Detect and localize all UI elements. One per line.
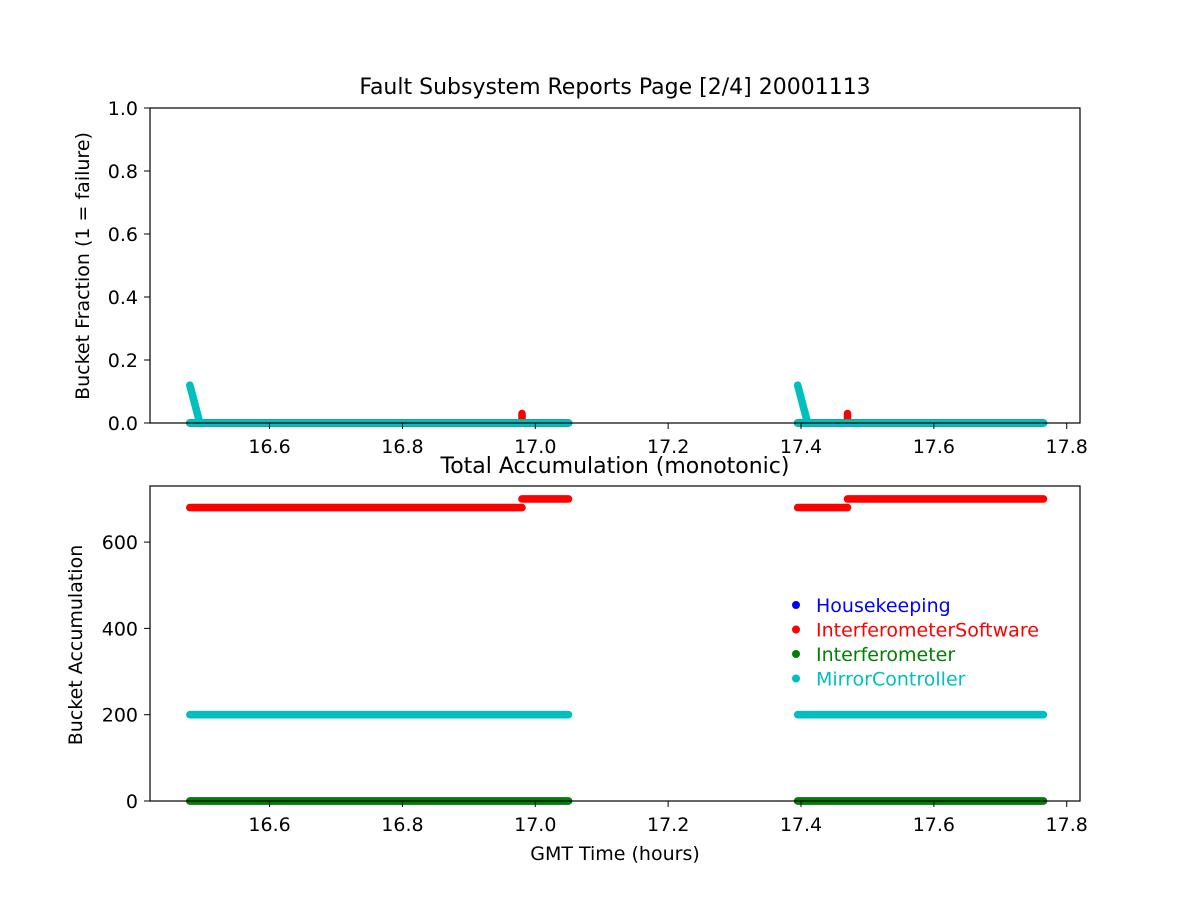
- fraction-xtick-label: 17.4: [780, 436, 822, 458]
- accumulation-plot-xticks: 16.6 16.8 17.0 17.2 17.4 17.6 17.8: [248, 801, 1088, 836]
- legend-label-mirror-controller: MirrorController: [816, 669, 966, 691]
- fraction-plot: Fault Subsystem Reports Page [2/4] 20001…: [72, 75, 1088, 458]
- legend-marker-interferometer-software: [792, 625, 800, 634]
- accumulation-ytick-label: 600: [102, 532, 138, 554]
- accumulation-xtick-label: 17.2: [647, 814, 689, 836]
- accumulation-plot: Total Accumulation (monotonic) 16.6 16.8 1…: [65, 454, 1088, 865]
- accumulation-plot-ylabel: Bucket Accumulation: [65, 545, 87, 746]
- fraction-plot-xticks: 16.6 16.8 17.0 17.2 17.4 17.6 17.8: [248, 423, 1088, 458]
- accumulation-xtick-label: 17.4: [780, 814, 822, 836]
- accumulation-plot-xlabel: GMT Time (hours): [530, 843, 700, 865]
- fraction-decay-mirror-controller: [793, 381, 812, 427]
- legend-marker-interferometer: [792, 650, 800, 658]
- accumulation-xtick-label: 17.6: [913, 814, 955, 836]
- fraction-ytick-label: 0.0: [108, 413, 138, 435]
- fraction-plot-yticks: 0.0 0.2 0.4 0.6 0.8 1.0: [108, 98, 150, 435]
- fraction-decay-mirror-controller: [186, 381, 204, 427]
- fraction-xtick-label: 17.0: [514, 436, 556, 458]
- legend-marker-mirror-controller: [792, 674, 800, 683]
- accumulation-xtick-label: 16.8: [381, 814, 423, 836]
- accumulation-xtick-label: 16.6: [248, 814, 290, 836]
- fraction-plot-ylabel: Bucket Fraction (1 = failure): [72, 132, 94, 400]
- accumulation-ytick-label: 200: [102, 705, 138, 727]
- accumulation-plot-title: Total Accumulation (monotonic): [440, 454, 790, 479]
- fraction-plot-title: Fault Subsystem Reports Page [2/4] 20001…: [359, 75, 870, 100]
- accumulation-plot-yticks: 0 200 400 600: [102, 532, 150, 813]
- fraction-xtick-label: 17.2: [647, 436, 689, 458]
- fraction-ytick-label: 0.6: [108, 224, 138, 246]
- accumulation-ytick-label: 0: [126, 791, 138, 813]
- accumulation-xtick-label: 17.8: [1046, 814, 1088, 836]
- legend: Housekeeping InterferometerSoftwareInterf…: [792, 595, 1039, 691]
- legend-label-interferometer: Interferometer: [816, 644, 955, 666]
- legend-label-housekeeping: Housekeeping: [816, 595, 951, 617]
- legend-marker-housekeeping: [792, 601, 800, 609]
- fraction-ytick-label: 0.8: [108, 161, 138, 183]
- fraction-plot-frame: [149, 107, 1081, 424]
- fraction-xtick-label: 17.6: [913, 436, 955, 458]
- accumulation-series-interferometer-software: [186, 495, 1048, 512]
- fraction-ytick-label: 0.4: [108, 287, 138, 309]
- fraction-ytick-label: 0.2: [108, 350, 138, 372]
- fraction-xtick-label: 17.8: [1046, 436, 1088, 458]
- legend-label-interferometer-software: InterferometerSoftware: [816, 620, 1039, 642]
- fraction-xtick-label: 16.8: [381, 436, 423, 458]
- fraction-xtick-label: 16.6: [248, 436, 290, 458]
- accumulation-plot-frame: [149, 485, 1081, 802]
- accumulation-ytick-label: 400: [102, 618, 138, 640]
- fraction-ytick-label: 1.0: [108, 98, 138, 120]
- accumulation-xtick-label: 17.0: [514, 814, 556, 836]
